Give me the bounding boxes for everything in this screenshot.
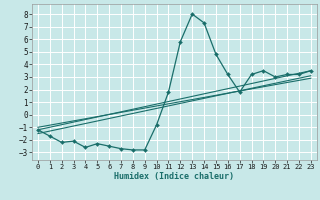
X-axis label: Humidex (Indice chaleur): Humidex (Indice chaleur) xyxy=(115,172,234,181)
